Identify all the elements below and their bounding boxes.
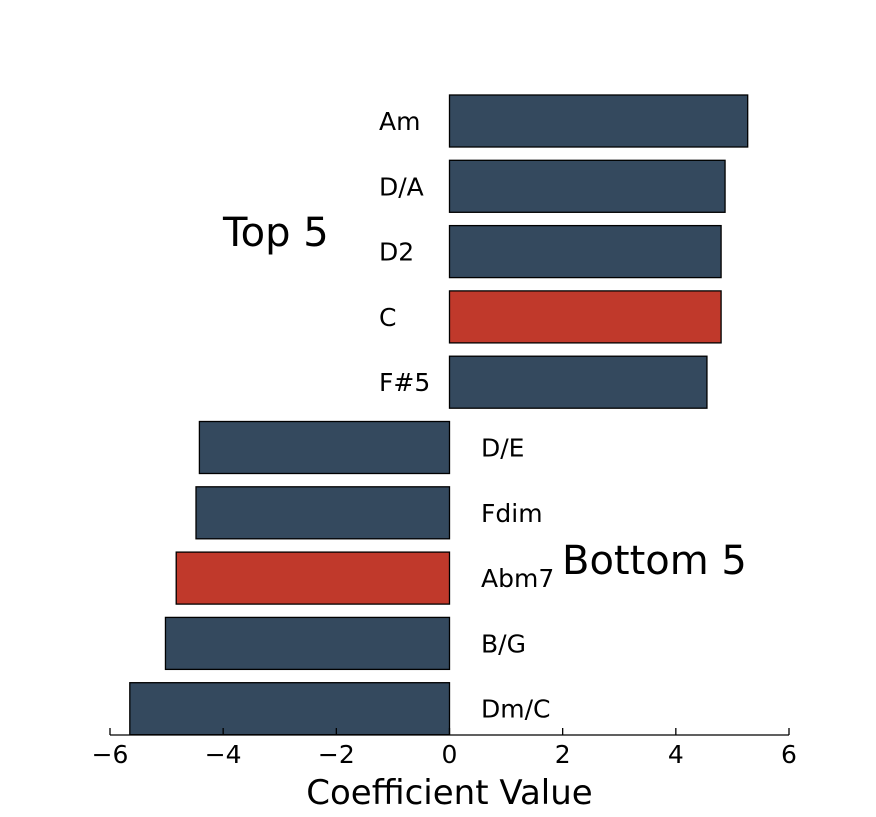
bar-c	[448, 290, 722, 344]
category-labels-layer: Am D/A D2 C F#5 D/E Fdim Abm7 B/G Dm/C	[379, 107, 554, 724]
category-label: B/G	[481, 629, 526, 658]
x-tick-label: −4	[205, 740, 242, 769]
category-label: Abm7	[481, 564, 554, 593]
x-tick-label: 4	[668, 740, 684, 769]
bar-b-g	[164, 616, 451, 671]
category-label: Dm/C	[481, 695, 550, 724]
bar-f-5	[448, 355, 708, 409]
x-tick-label: 0	[442, 740, 458, 769]
bar-d-e	[198, 420, 451, 475]
category-label: D2	[379, 238, 414, 267]
x-axis-title: Coefficient Value	[306, 773, 592, 813]
bar-d-a	[448, 159, 726, 213]
bar-am	[448, 94, 749, 148]
x-tick-label: 6	[781, 740, 797, 769]
category-label: Am	[379, 107, 420, 136]
category-label: F#5	[379, 368, 430, 397]
bars-layer	[129, 94, 749, 736]
x-tick-label: −6	[92, 740, 129, 769]
bar-abm7	[175, 551, 451, 605]
category-label: D/A	[379, 172, 424, 201]
x-axis: −6 −4 −2 0 2 4 6	[92, 728, 797, 769]
group-label-top: Top 5	[222, 210, 329, 256]
category-label: C	[379, 303, 396, 332]
category-label: D/E	[481, 434, 524, 463]
x-tick-label: 2	[555, 740, 571, 769]
category-label: Fdim	[481, 499, 543, 528]
bar-dm-c	[129, 682, 451, 736]
bar-fdim	[195, 486, 451, 540]
bar-d2	[448, 224, 722, 279]
x-tick-label: −2	[318, 740, 355, 769]
group-label-bottom: Bottom 5	[562, 538, 747, 584]
